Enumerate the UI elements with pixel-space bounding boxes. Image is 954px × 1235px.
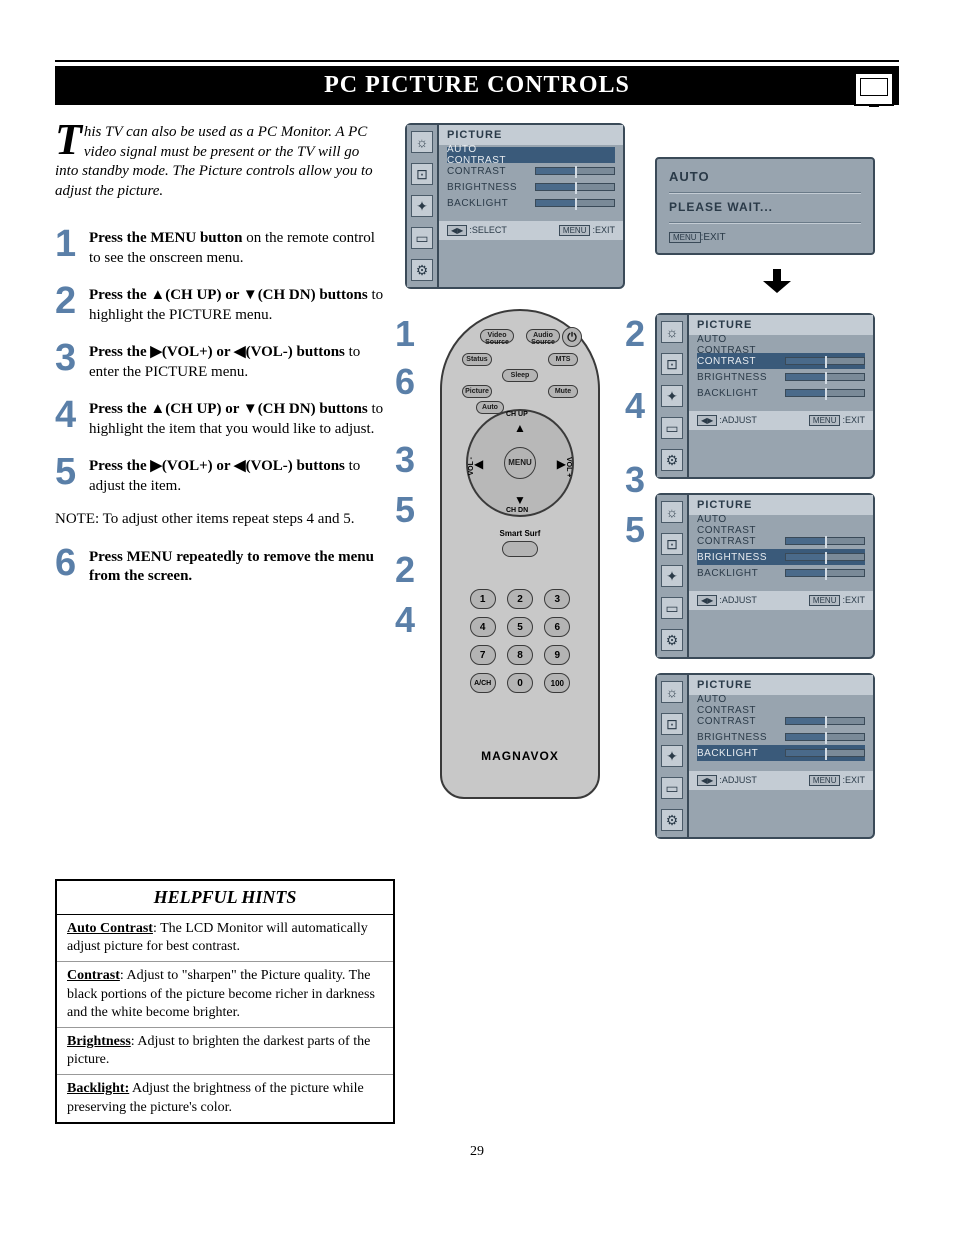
osd-backlight: ☼⊡✦▭⚙ PICTURE AUTO CONTRAST CONTRAST BRI… (655, 673, 875, 839)
callout: 1 (395, 313, 415, 355)
auto-wait-box: AUTO PLEASE WAIT... MENU:EXIT (655, 157, 875, 255)
setup-icon: ⚙ (411, 259, 433, 281)
intro-paragraph: This TV can also be used as a PC Monitor… (55, 123, 385, 201)
remote-control: Video Source Audio Source ⏻ Status MTS S… (440, 309, 600, 799)
osd-brightness: ☼⊡✦▭⚙ PICTURE AUTO CONTRAST CONTRAST BRI… (655, 493, 875, 659)
step-3: 3 Press the ▶(VOL+) or ◀(VOL-) buttons t… (55, 339, 385, 382)
callout: 6 (395, 361, 415, 403)
pip-icon: ▭ (411, 227, 433, 249)
callout: 3 (625, 459, 645, 501)
page-number: 29 (55, 1144, 899, 1160)
brand-logo: MAGNAVOX (440, 749, 600, 763)
step-4: 4 Press the ▲(CH UP) or ▼(CH DN) buttons… (55, 396, 385, 439)
brightness-icon: ☼ (411, 131, 433, 153)
step-6: 6 Press MENU repeatedly to remove the me… (55, 544, 385, 587)
cc-icon: ⊡ (411, 163, 433, 185)
note-text: NOTE: To adjust other items repeat steps… (55, 510, 385, 530)
osd-contrast: ☼⊡✦▭⚙ PICTURE AUTO CONTRAST CONTRAST BRI… (655, 313, 875, 479)
step-5: 5 Press the ▶(VOL+) or ◀(VOL-) buttons t… (55, 453, 385, 496)
osd-picture-select: ☼ ⊡ ✦ ▭ ⚙ PICTURE AUTO CONTRAST CONTRAST… (405, 123, 625, 289)
monitor-icon (854, 72, 894, 106)
callout: 5 (625, 509, 645, 551)
down-arrow-icon (655, 269, 899, 299)
keypad: 123 456 789 A/CH0100 (468, 589, 572, 693)
callout: 2 (625, 313, 645, 355)
helpful-hints-box: HELPFUL HINTS Auto Contrast: The LCD Mon… (55, 879, 395, 1124)
callout: 3 (395, 439, 415, 481)
step-1: 1 Press the MENU button on the remote co… (55, 225, 385, 268)
callout: 4 (625, 385, 645, 427)
step-2: 2 Press the ▲(CH UP) or ▼(CH DN) buttons… (55, 282, 385, 325)
menu-button[interactable]: MENU (504, 447, 536, 479)
features-icon: ✦ (411, 195, 433, 217)
callout: 5 (395, 489, 415, 531)
page-title: PC PICTURE CONTROLS (55, 66, 899, 105)
callout: 2 (395, 549, 415, 591)
callout: 4 (395, 599, 415, 641)
